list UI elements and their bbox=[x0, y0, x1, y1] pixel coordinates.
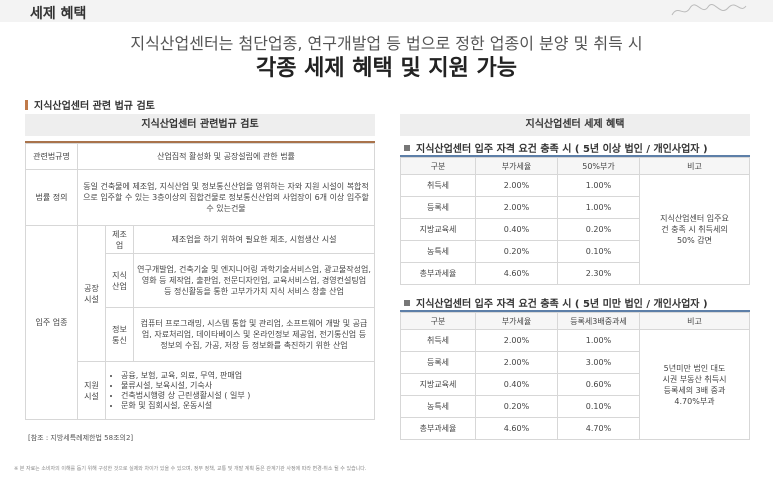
manufacturing-value: 제조업을 하기 위하여 필요한 제조, 시험생산 시설 bbox=[133, 225, 375, 254]
cell: 등록세 bbox=[400, 196, 476, 219]
cell: 농특세 bbox=[400, 395, 476, 418]
footer-disclaimer: ※ 본 자료는 소비자의 이해를 돕기 위해 구성한 것으로 실제와 차이가 있… bbox=[14, 466, 367, 472]
support-label: 지원 시설 bbox=[77, 361, 106, 420]
table-row: 법률 정의 동일 건축물에 제조업, 지식산업 및 정보통신산업을 영위하는 자… bbox=[25, 169, 375, 226]
cell: 1.00% bbox=[557, 174, 640, 197]
support-list-cell: 공융, 보험, 교육, 의료, 무역, 판매업 물류시설, 보육시설, 기숙사 … bbox=[105, 361, 375, 420]
table-row: 지원 시설 공융, 보험, 교육, 의료, 무역, 판매업 물류시설, 보육시설… bbox=[26, 361, 375, 420]
table-row: 지식 산업 연구개발업, 건축기술 및 엔지니어링 과학기술서비스업, 광고물작… bbox=[26, 253, 375, 308]
cell: 0.40% bbox=[475, 373, 558, 396]
support-list: 공융, 보험, 교육, 의료, 무역, 판매업 물류시설, 보육시설, 기숙사 … bbox=[109, 371, 371, 411]
column-header: 부가세율 bbox=[475, 157, 558, 175]
list-item: 건축법시행령 상 근린생활시설 ( 일부 ) bbox=[121, 391, 371, 401]
law-label: 관련법규명 bbox=[25, 143, 78, 170]
factory-label: 공장 시설 bbox=[77, 225, 106, 362]
cell: 0.20% bbox=[475, 395, 558, 418]
list-item: 문화 및 집회시설, 운동시설 bbox=[121, 401, 371, 411]
definition-label: 법률 정의 bbox=[25, 169, 78, 226]
cell: 2.00% bbox=[475, 174, 558, 197]
tax-table-under-5yr: 구분 부가세율 등록세3배중과세 비고 취득세 2.00% 1.00% 5년미만… bbox=[400, 312, 750, 440]
table-row: 총부과세율 4.60% 2.30% bbox=[400, 262, 750, 285]
cell: 0.40% bbox=[475, 218, 558, 241]
cell: 지방교육세 bbox=[400, 373, 476, 396]
cell: 2.30% bbox=[557, 262, 640, 285]
column-header: 등록세3배중과세 bbox=[557, 312, 640, 330]
cell: 총부과세율 bbox=[400, 262, 476, 285]
cell: 4.60% bbox=[475, 417, 558, 440]
cell: 취득세 bbox=[400, 174, 476, 197]
knowledge-value: 연구개발업, 건축기술 및 엔지니어링 과학기술서비스업, 광고물작성업, 영화… bbox=[133, 253, 375, 308]
bullet-square-icon bbox=[404, 300, 410, 306]
column-header: 50%부가 bbox=[557, 157, 640, 175]
column-header: 구분 bbox=[400, 157, 476, 175]
cell: 4.60% bbox=[475, 262, 558, 285]
table-header-row: 구분 부가세율 등록세3배중과세 비고 bbox=[400, 312, 750, 330]
law-table: 관련법규명 산업집적 활성화 및 공장설립에 관한 법률 법률 정의 동일 건축… bbox=[25, 143, 375, 420]
cell: 지방교육세 bbox=[400, 218, 476, 241]
tenant-label: 입주 업종 bbox=[25, 225, 78, 420]
cell: 1.00% bbox=[557, 329, 640, 352]
cell: 총부과세율 bbox=[400, 417, 476, 440]
cell: 1.00% bbox=[557, 196, 640, 219]
source-note: [참조 : 지방세특례제한법 58조의2] bbox=[28, 434, 134, 442]
table-row: 취득세 2.00% 1.00% 지식산업센터 입주요건 충족 시 취득세의 50… bbox=[400, 174, 750, 285]
subsection-title: 지식산업센터 관련 법규 검토 bbox=[25, 97, 155, 112]
cell: 0.20% bbox=[475, 240, 558, 263]
right-box-title: 지식산업센터 세제 혜택 bbox=[400, 114, 750, 136]
table-row: 지방교육세 0.40% 0.60% bbox=[400, 373, 750, 396]
signature-logo bbox=[671, 4, 747, 16]
cell: 2.00% bbox=[475, 351, 558, 374]
info-label: 정보 통신 bbox=[105, 307, 134, 362]
column-header: 비고 bbox=[639, 157, 750, 175]
table2-top-line bbox=[400, 310, 750, 312]
headline-line2: 각종 세제 혜택 및 지원 가능 bbox=[256, 56, 517, 81]
column-header: 비고 bbox=[639, 312, 750, 330]
cell: 0.10% bbox=[557, 240, 640, 263]
cell: 2.00% bbox=[475, 329, 558, 352]
law-value: 산업집적 활성화 및 공장설립에 관한 법률 bbox=[77, 143, 375, 170]
table2-title: 지식산업센터 입주 자격 요건 충족 시 ( 5년 미만 법인 / 개인사업자 … bbox=[404, 295, 708, 310]
table1-top-line bbox=[400, 155, 750, 157]
column-header: 부가세율 bbox=[475, 312, 558, 330]
table-row: 관련법규명 산업집적 활성화 및 공장설립에 관한 법률 bbox=[25, 143, 375, 170]
list-item: 물류시설, 보육시설, 기숙사 bbox=[121, 381, 371, 391]
table-row: 등록세 2.00% 3.00% bbox=[400, 351, 750, 374]
cell: 농특세 bbox=[400, 240, 476, 263]
cell: 4.70% bbox=[557, 417, 640, 440]
table1-title: 지식산업센터 입주 자격 요건 충족 시 ( 5년 이상 법인 / 개인사업자 … bbox=[404, 140, 708, 155]
cell: 취득세 bbox=[400, 329, 476, 352]
left-box-title: 지식산업센터 관련법규 검토 bbox=[25, 114, 375, 136]
cell: 0.20% bbox=[557, 218, 640, 241]
tax-table-5yr-plus: 구분 부가세율 50%부가 비고 취득세 2.00% 1.00% 지식산업센터 … bbox=[400, 157, 750, 285]
manufacturing-label: 제조업 bbox=[105, 225, 134, 254]
table-row: 정보 통신 컴퓨터 프로그래밍, 시스템 통합 및 관리업, 소프트웨어 개발 … bbox=[26, 307, 375, 362]
cell: 0.60% bbox=[557, 373, 640, 396]
cell: 0.10% bbox=[557, 395, 640, 418]
table-header-row: 구분 부가세율 50%부가 비고 bbox=[400, 157, 750, 175]
accent-bar bbox=[25, 100, 28, 110]
table2-title-text: 지식산업센터 입주 자격 요건 충족 시 ( 5년 미만 법인 / 개인사업자 … bbox=[416, 299, 708, 310]
table-row: 총부과세율 4.60% 4.70% bbox=[400, 417, 750, 440]
remark-cell: 지식산업센터 입주요건 충족 시 취득세의 50% 감면 bbox=[639, 174, 750, 285]
definition-value: 동일 건축물에 제조업, 지식산업 및 정보통신산업을 영위하는 자와 지원 시… bbox=[77, 169, 375, 226]
info-value: 컴퓨터 프로그래밍, 시스템 통합 및 관리업, 소프트웨어 개발 및 공급업,… bbox=[133, 307, 375, 362]
top-strip bbox=[0, 0, 773, 22]
list-item: 공융, 보험, 교육, 의료, 무역, 판매업 bbox=[121, 371, 371, 381]
subsection-title-text: 지식산업센터 관련 법규 검토 bbox=[34, 101, 155, 112]
knowledge-label: 지식 산업 bbox=[105, 253, 134, 308]
left-divider-line bbox=[25, 141, 375, 143]
table1-title-text: 지식산업센터 입주 자격 요건 충족 시 ( 5년 이상 법인 / 개인사업자 … bbox=[416, 144, 708, 155]
cell: 등록세 bbox=[400, 351, 476, 374]
table-row: 지방교육세 0.40% 0.20% bbox=[400, 218, 750, 241]
table-row: 입주 업종 공장 시설 제조업 제조업을 하기 위하여 필요한 제조, 시험생산… bbox=[25, 225, 375, 420]
headline-line1: 지식산업센터는 첨단업종, 연구개발업 등 법으로 정한 업종이 분양 및 취득… bbox=[130, 34, 643, 53]
section-tag: 세제 혜택 bbox=[30, 6, 87, 22]
column-header: 구분 bbox=[400, 312, 476, 330]
bullet-square-icon bbox=[404, 145, 410, 151]
table-row: 취득세 2.00% 1.00% 5년미만 법인 대도시권 부동산 취득시 등록세… bbox=[400, 329, 750, 440]
cell: 3.00% bbox=[557, 351, 640, 374]
remark-cell: 5년미만 법인 대도시권 부동산 취득시 등록세의 3배 중과 4.70%부과 bbox=[639, 329, 750, 440]
cell: 2.00% bbox=[475, 196, 558, 219]
